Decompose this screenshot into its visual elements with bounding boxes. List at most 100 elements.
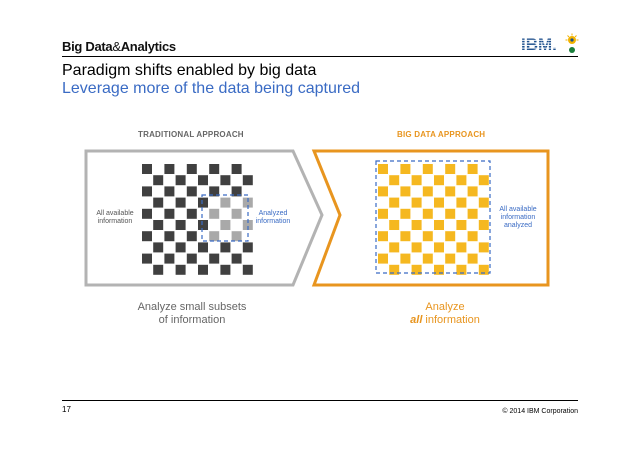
checker-square (220, 197, 231, 208)
checker-square (164, 164, 175, 174)
traditional-chevron-panel (84, 149, 324, 287)
checker-square (186, 208, 197, 219)
checker-square (198, 197, 208, 208)
big-data-caption: Analyze all information (380, 301, 510, 327)
checker-square (186, 186, 197, 197)
checker-square (467, 164, 478, 174)
checker-square (467, 186, 478, 197)
brand-ampersand: & (112, 39, 121, 54)
checker-square (175, 242, 186, 253)
slide-subtitle: Leverage more of the data being captured (62, 80, 360, 97)
checker-square (220, 264, 231, 275)
checker-square (378, 253, 388, 264)
checker-square (242, 220, 253, 230)
checker-square (164, 253, 175, 264)
checker-square (389, 220, 400, 230)
checker-square (456, 264, 467, 275)
checker-square (389, 197, 400, 208)
big-data-caption-line2: all information (380, 314, 510, 327)
checker-square (186, 231, 197, 242)
checker-square (209, 208, 220, 219)
checker-square (434, 220, 444, 230)
checker-square (456, 242, 467, 253)
checker-square (434, 175, 444, 186)
brand-tail: Analytics (120, 39, 176, 54)
checker-square (175, 175, 186, 186)
checker-square (422, 231, 433, 242)
checker-square (456, 220, 467, 230)
checker-square (142, 231, 152, 242)
checker-square (378, 231, 388, 242)
checker-square (400, 164, 411, 174)
all-info-analyzed-label: All available information analyzed (499, 206, 537, 229)
checker-square (242, 264, 253, 275)
checker-square (142, 253, 152, 264)
all-analyzed-outline (375, 160, 491, 274)
checker-square (445, 208, 456, 219)
checker-square (242, 175, 253, 186)
checker-square (434, 197, 444, 208)
checker-square (153, 242, 164, 253)
ibm-logo-icon: IBM. (521, 33, 579, 54)
checker-square (209, 253, 220, 264)
checker-square (378, 164, 388, 174)
checker-square (175, 220, 186, 230)
checker-square (142, 186, 152, 197)
checker-square (478, 220, 489, 230)
checker-square (220, 175, 231, 186)
checker-square (186, 253, 197, 264)
checker-square (422, 164, 433, 174)
checker-square (389, 264, 400, 275)
checker-square (198, 242, 208, 253)
brand-main: Big Data (62, 39, 113, 54)
checker-square (434, 242, 444, 253)
checker-square (164, 231, 175, 242)
checker-square (389, 175, 400, 186)
analyzed-info-label: Analyzed information (255, 210, 291, 225)
checker-square (400, 208, 411, 219)
checker-square (445, 186, 456, 197)
checker-square (198, 264, 208, 275)
checker-square (142, 164, 152, 174)
slide-title: Paradigm shifts enabled by big data (62, 62, 317, 79)
checker-square (220, 242, 231, 253)
checker-square (209, 231, 220, 242)
checker-square (467, 231, 478, 242)
checker-square (467, 253, 478, 264)
checker-square (164, 208, 175, 219)
checker-square (186, 164, 197, 174)
analyzed-subset-outline (201, 194, 249, 242)
all-available-info-label: All available information (96, 210, 134, 225)
checker-square (478, 264, 489, 275)
checker-square (153, 264, 164, 275)
checker-square (434, 264, 444, 275)
checker-square (456, 197, 467, 208)
checker-square (242, 197, 253, 208)
checker-square (422, 253, 433, 264)
checker-square (231, 253, 242, 264)
checker-square (175, 197, 186, 208)
checker-square (445, 164, 456, 174)
checker-square (400, 186, 411, 197)
big-data-approach-label: BIG DATA APPROACH (397, 130, 486, 139)
checker-square (467, 208, 478, 219)
checker-square (164, 186, 175, 197)
checker-square (411, 220, 422, 230)
checker-square (400, 231, 411, 242)
checker-square (422, 208, 433, 219)
checker-square (175, 264, 186, 275)
copyright-notice: © 2014 IBM Corporation (502, 408, 578, 415)
checker-square (378, 208, 388, 219)
checker-square (198, 220, 208, 230)
checker-square (411, 264, 422, 275)
checker-square (411, 175, 422, 186)
checker-square (478, 175, 489, 186)
checker-square (411, 197, 422, 208)
page-number: 17 (62, 405, 71, 414)
checker-square (456, 175, 467, 186)
checker-square (142, 208, 152, 219)
checker-square (153, 175, 164, 186)
traditional-approach-label: TRADITIONAL APPROACH (138, 130, 244, 139)
header-rule (62, 56, 578, 57)
svg-text:IBM.: IBM. (521, 35, 557, 54)
